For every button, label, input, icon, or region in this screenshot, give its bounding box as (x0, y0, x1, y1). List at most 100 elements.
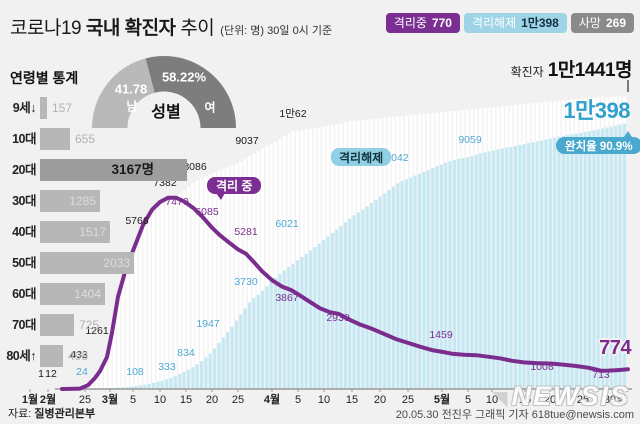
age-panel-title: 연령별 통계 (10, 70, 79, 86)
x-axis-label: 25 (232, 394, 244, 406)
age-row-value: 1285 (69, 194, 96, 208)
age-row-70대: 70대 725 (0, 314, 200, 336)
confirmed-value-label: 433 (70, 349, 88, 361)
age-row-60대: 60대 1404 (0, 283, 200, 305)
age-row-bar (40, 345, 63, 367)
gender-female-label: 여 (204, 100, 216, 115)
age-row-bar (40, 314, 74, 336)
newsis-logo-mark-icon: ◥ (492, 388, 510, 410)
released-value-label: 3730 (234, 276, 258, 288)
page-title-text: 코로나19 국내 확진자 추이 (10, 13, 215, 40)
x-axis-label: 5 (130, 394, 136, 406)
active-value-label: 6085 (195, 206, 219, 218)
released-value-label: 6021 (275, 218, 299, 230)
x-axis-label: 30일 (604, 392, 626, 406)
confirmed-value-label: 1261 (85, 325, 109, 337)
age-row-label: 40대 (12, 225, 36, 239)
age-row-bar (40, 159, 187, 181)
x-axis-label: 3월 (102, 392, 118, 406)
newsis-watermark-text: NEWSIS (511, 381, 630, 411)
age-row-label: 20대 (12, 163, 36, 177)
age-row-label: 50대 (12, 256, 36, 270)
gender-male-slice (92, 58, 155, 128)
active-value-label: 3867 (275, 292, 299, 304)
released-series-tag: 격리해제 (331, 148, 392, 166)
gender-female-slice (145, 56, 236, 128)
active-value-label: 2930 (326, 312, 350, 324)
x-axis-label: 20 (374, 394, 386, 406)
confirmed-value-label: 5766 (125, 215, 149, 227)
age-row-40대: 40대 1517 (0, 221, 200, 243)
x-axis-label: 5 (295, 394, 301, 406)
released-value-label: 333 (158, 361, 176, 373)
x-axis: 1월 2월 25 3월 5 10 15 20 25 4월 5 10 15 20 25 5월 5 10 15 20 25 3… (22, 388, 632, 406)
active-value-label: 713 (592, 369, 610, 381)
age-row-value: 498 (68, 349, 89, 363)
title-suffix: 추이 (180, 18, 215, 39)
age-row-80세↑: 80세↑ 498 (0, 345, 200, 367)
age-row-label: 30대 (12, 194, 36, 208)
x-axis-label: 10 (154, 394, 166, 406)
active-final-value: 774 (599, 337, 631, 359)
age-row-30대: 30대 1285 (0, 190, 200, 212)
badge-quarantined-value: 770 (431, 16, 452, 30)
confirmed-total-callout: 확진자 1만1441명 (510, 55, 633, 82)
x-axis-label: 15 (346, 394, 358, 406)
x-axis-label: 4월 (264, 392, 280, 406)
source-prefix: 자료: (8, 408, 32, 420)
x-axis-label: 1월 (22, 392, 38, 406)
confirmed-total-label: 확진자 (510, 65, 544, 79)
age-row-value: 157 (52, 101, 73, 115)
title-bold: 국내 확진자 (85, 18, 176, 39)
active-value-label: 1459 (429, 329, 453, 341)
x-axis-label: 10 (486, 394, 498, 406)
source-name: 질병관리본부 (34, 408, 96, 420)
gender-donut (92, 56, 236, 128)
released-value-label: 8042 (385, 152, 409, 164)
page-title: 코로나19 국내 확진자 추이 (단위: 명) 30일 0시 기준 (10, 13, 332, 40)
active-cases-line (60, 195, 630, 391)
badge-released: 격리해제 1만398 (463, 13, 567, 33)
x-axis-label: 25 (402, 394, 414, 406)
released-final-value: 1만398 (563, 98, 630, 123)
source-note: 자료: 질병관리본부 (8, 405, 95, 421)
age-row-bar (40, 221, 110, 243)
badge-released-label: 격리해제 (471, 16, 517, 30)
age-row-label: 70대 (12, 318, 36, 332)
active-value-label: 5281 (234, 226, 258, 238)
confirmed-value-label: 1만62 (279, 108, 306, 120)
age-row-label: 10대 (12, 132, 36, 146)
x-axis-label: 10 (318, 394, 330, 406)
active-series-tag: 격리 중 (207, 177, 262, 200)
released-value-label: 108 (126, 366, 144, 378)
newsis-watermark: ◥NEWSIS (492, 381, 630, 412)
gender-female-pct: 58.22% (161, 69, 207, 85)
badge-deaths-value: 269 (605, 16, 626, 30)
active-value-label: 7470 (165, 196, 189, 208)
age-row-bar (40, 252, 134, 274)
active-value-labels: 7470 6085 5281 3867 2930 1459 1008 713 (165, 196, 610, 381)
x-axis-label: 20 (206, 394, 218, 406)
age-row-value: 725 (79, 318, 100, 332)
x-axis-label: 25 (79, 394, 91, 406)
title-prefix: 코로나19 (10, 18, 82, 39)
age-row-bar (40, 283, 105, 305)
x-axis-label: 25 (577, 394, 589, 406)
age-row-bar (40, 97, 47, 119)
badge-quarantined-label: 격리중 (393, 16, 427, 30)
age-row-label: 80세↑ (6, 349, 36, 363)
active-value-label: 1008 (530, 361, 554, 373)
age-row-50대: 50대 2033 (0, 252, 200, 274)
confirmed-value-label: 8086 (183, 161, 207, 173)
age-row-value: 3167명 (111, 162, 154, 177)
age-row-value: 1517 (79, 225, 106, 239)
confirmed-total-value: 1만1441명 (547, 60, 633, 81)
x-axis-label: 5월 (434, 392, 450, 406)
released-value-label: 1947 (196, 318, 220, 330)
badge-deaths-label: 사망 (578, 16, 601, 30)
age-row-10대: 10대 655 (0, 128, 200, 150)
age-row-value: 1404 (74, 287, 101, 301)
